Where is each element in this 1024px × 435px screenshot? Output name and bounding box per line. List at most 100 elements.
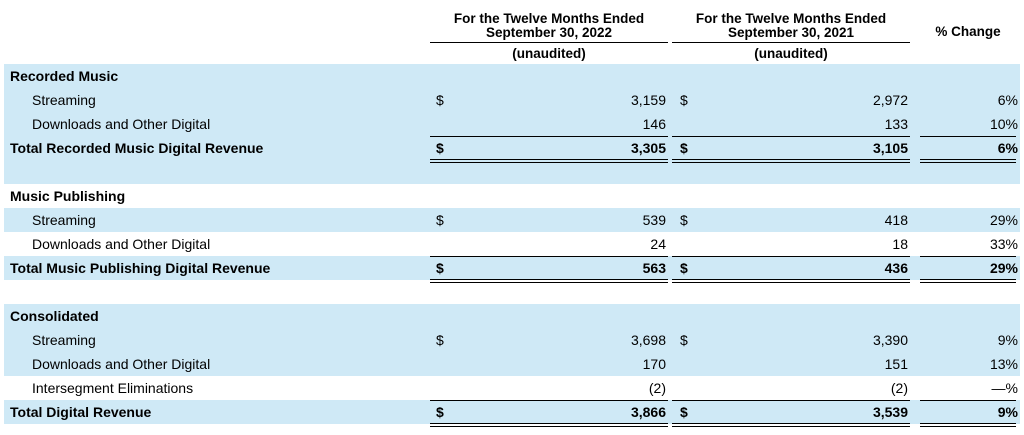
spacer-row [4, 160, 1020, 184]
table-row: Downloads and Other Digital 24 18 33% [4, 232, 1020, 256]
section-header-row: Music Publishing [4, 184, 1020, 208]
currency-symbol: $ [680, 212, 688, 228]
table-row: Downloads and Other Digital 146 133 10% [4, 112, 1020, 136]
total-row: Total Music Publishing Digital Revenue $5… [4, 256, 1020, 280]
currency-symbol [680, 376, 694, 400]
total-value-2021: 436 [884, 260, 908, 276]
header-2022-rule [430, 42, 668, 43]
currency-symbol: $ [436, 260, 444, 276]
total-row: Total Digital Revenue $3,866 $3,539 9% [4, 400, 1020, 424]
pct-change: 33% [989, 236, 1018, 252]
subtotal-rule [920, 136, 1016, 137]
header-2022-sub: (unaudited) [512, 46, 586, 61]
total-value-2022: 563 [642, 260, 666, 276]
currency-symbol [436, 112, 450, 136]
subtotal-rule [672, 256, 910, 257]
total-double-rule [920, 159, 1016, 163]
currency-symbol [680, 112, 694, 136]
subtotal-rule [672, 400, 910, 401]
total-value-2021: 3,105 [872, 140, 908, 156]
total-value-2021: 3,539 [872, 404, 908, 420]
total-double-rule [430, 279, 668, 283]
value-2021: 151 [884, 356, 908, 372]
total-value-2022: 3,866 [630, 404, 666, 420]
total-value-2022: 3,305 [630, 140, 666, 156]
value-2021: 3,390 [872, 332, 908, 348]
currency-symbol: $ [680, 140, 688, 156]
value-2022: 146 [642, 116, 666, 132]
currency-symbol: $ [436, 92, 444, 108]
currency-symbol: $ [680, 260, 688, 276]
header-2021-sub: (unaudited) [754, 46, 828, 61]
subtotal-rule [920, 256, 1016, 257]
pct-change: 29% [989, 212, 1018, 228]
row-label: Streaming [32, 92, 96, 108]
table-row: Streaming $3,698 $3,390 9% [4, 328, 1020, 352]
header-2021-rule [672, 42, 910, 43]
subtotal-rule [672, 136, 910, 137]
table-row: Streaming $3,159 $2,972 6% [4, 88, 1020, 112]
pct-change: 10% [989, 116, 1018, 132]
section-title: Music Publishing [10, 188, 126, 204]
total-double-rule [430, 423, 668, 427]
total-label: Total Music Publishing Digital Revenue [10, 260, 271, 276]
currency-symbol: $ [436, 140, 444, 156]
value-2021: 133 [884, 116, 908, 132]
section-title: Recorded Music [10, 68, 119, 84]
row-label: Downloads and Other Digital [32, 356, 211, 372]
header-2021: For the Twelve Months Ended September 30… [672, 12, 910, 40]
value-2022: 3,159 [630, 92, 666, 108]
spacer-row [4, 280, 1020, 304]
total-double-rule [920, 423, 1016, 427]
subtotal-rule [920, 400, 1016, 401]
table-row: Streaming $539 $418 29% [4, 208, 1020, 232]
header-2022-line2: September 30, 2022 [485, 25, 613, 40]
row-label: Streaming [32, 332, 96, 348]
total-label: Total Recorded Music Digital Revenue [10, 140, 264, 156]
row-label: Downloads and Other Digital [32, 116, 211, 132]
pct-change: —% [991, 380, 1018, 396]
pct-change: 9% [997, 332, 1018, 348]
table-row: Downloads and Other Digital 170 151 13% [4, 352, 1020, 376]
value-2021: (2) [890, 380, 908, 396]
value-2021: 18 [892, 236, 908, 252]
currency-symbol: $ [680, 92, 688, 108]
header-2022-line1: For the Twelve Months Ended [453, 11, 645, 26]
total-pct-change: 9% [997, 404, 1018, 420]
value-2021: 2,972 [872, 92, 908, 108]
pct-change: 13% [989, 356, 1018, 372]
section-header-row: Recorded Music [4, 64, 1020, 88]
section-header-row: Consolidated [4, 304, 1020, 328]
currency-symbol [436, 352, 450, 376]
header-2021-line1: For the Twelve Months Ended [695, 11, 887, 26]
currency-symbol [680, 232, 694, 256]
value-2022: (2) [648, 380, 666, 396]
total-double-rule [430, 159, 668, 163]
currency-symbol [436, 376, 450, 400]
row-label: Downloads and Other Digital [32, 236, 211, 252]
value-2021: 418 [884, 212, 908, 228]
subtotal-rule [430, 400, 668, 401]
header-2022: For the Twelve Months Ended September 30… [430, 12, 668, 40]
currency-symbol: $ [436, 332, 444, 348]
total-pct-change: 6% [997, 140, 1018, 156]
value-2022: 24 [650, 236, 666, 252]
header-2021-line2: September 30, 2021 [727, 25, 855, 40]
section-title: Consolidated [10, 308, 99, 324]
currency-symbol [680, 352, 694, 376]
header-pct-change: % Change [935, 24, 1001, 39]
currency-symbol [436, 232, 450, 256]
subtotal-rule [430, 136, 668, 137]
row-label: Intersegment Eliminations [32, 380, 194, 396]
currency-symbol: $ [436, 212, 444, 228]
total-label: Total Digital Revenue [10, 404, 152, 420]
currency-symbol: $ [680, 332, 688, 348]
total-double-rule [920, 279, 1016, 283]
pct-change: 6% [997, 92, 1018, 108]
total-double-rule [672, 279, 910, 283]
total-row: Total Recorded Music Digital Revenue $3,3… [4, 136, 1020, 160]
currency-symbol: $ [436, 404, 444, 420]
total-pct-change: 29% [989, 260, 1018, 276]
value-2022: 539 [642, 212, 666, 228]
value-2022: 170 [642, 356, 666, 372]
